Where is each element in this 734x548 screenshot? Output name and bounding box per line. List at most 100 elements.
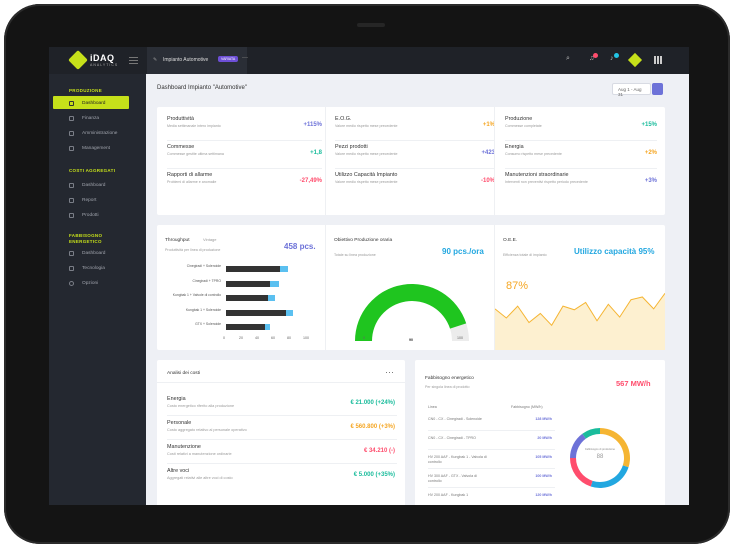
- wallet-icon: [69, 116, 74, 121]
- bar-label: Cinegiradi + TPRO: [192, 278, 222, 283]
- energy-value: 567 MW/h: [616, 379, 651, 388]
- bell-icon[interactable]: ♫: [589, 55, 595, 62]
- sidebar-item-dashboard[interactable]: Dashboard: [82, 101, 106, 106]
- notification-badge: [593, 53, 598, 58]
- apps-grid-icon[interactable]: [654, 56, 662, 64]
- kpi-sub: Consumo rispetto mese precedente: [505, 152, 562, 156]
- chat-icon[interactable]: ♪: [610, 55, 614, 62]
- calendar-button[interactable]: [652, 83, 663, 95]
- cost-value: € 560.800 (+3%): [350, 424, 395, 430]
- search-icon[interactable]: ⌕: [566, 55, 570, 62]
- camera: [357, 23, 385, 27]
- more-options-icon[interactable]: ···: [385, 367, 394, 377]
- energy-row-name: HV 300 AAF - GTX - Valvola di controllo: [428, 474, 477, 483]
- throughput-tag[interactable]: Vintage: [203, 237, 217, 242]
- kpi-value: +115%: [303, 122, 322, 128]
- sidebar-item-management[interactable]: Management: [82, 146, 110, 151]
- gauge-value: 90 pcs./ora: [442, 247, 484, 256]
- x-tick: 20: [239, 336, 243, 340]
- energy-row-value: 120 MW/h: [535, 493, 552, 497]
- energy-col1: Linea: [428, 405, 437, 409]
- donut-center: 88: [596, 454, 604, 460]
- report-icon: [69, 198, 74, 203]
- sidebar-item-finanza[interactable]: Finanza: [82, 116, 100, 121]
- kpi-value: +2%: [644, 150, 657, 156]
- sidebar-item-report[interactable]: Report: [82, 198, 97, 203]
- kpi-value: +1%: [482, 122, 495, 128]
- monitor-icon: [69, 101, 74, 106]
- kpi-sub: Valore medio rispetto mese precedente: [335, 180, 398, 184]
- oee-sub: Efficienza totale di impianto: [503, 253, 547, 257]
- gauge-fill: [355, 284, 467, 341]
- sidebar-item-tecnologia[interactable]: Tecnologia: [82, 266, 105, 271]
- energy-row-divider: [428, 487, 555, 488]
- kpi-value: +1,8: [310, 150, 322, 156]
- admin-icon: [69, 131, 74, 136]
- kpi-label: Utilizzo Capacità Impianto: [335, 172, 398, 178]
- throughput-value: 458 pcs.: [284, 242, 316, 251]
- cost-divider: [167, 439, 397, 440]
- kpi-divider: [505, 168, 657, 169]
- donut-slice: [570, 433, 586, 458]
- menu-icon[interactable]: [129, 57, 138, 64]
- kpi-divider: [167, 168, 322, 169]
- gear-icon: [69, 281, 74, 286]
- bar-series-2: [280, 266, 288, 272]
- kpi-label: Produzione: [505, 116, 533, 122]
- energy-row-divider: [428, 449, 555, 450]
- date-range-picker[interactable]: Aug 1 - Aug 31: [612, 83, 651, 97]
- energy-title: Fabbisogno energetico: [425, 376, 474, 381]
- kpi-sub: Media settimanale intero impianto: [167, 124, 221, 128]
- throughput-sub: Produttività per linea di produzione: [165, 248, 221, 252]
- kpi-label: Pezzi prodotti: [335, 144, 368, 150]
- sidebar-section-fabbisogno: FABBISOGNO ENERGETICO: [69, 233, 103, 244]
- kpi-sub: Valore medio rispetto mese precedente: [335, 124, 398, 128]
- x-tick: 100: [303, 336, 309, 340]
- sidebar-item-amministrazione[interactable]: Amministrazione: [82, 131, 118, 136]
- tab-label: Impianto Automotive: [163, 57, 209, 63]
- bar-series-1: [226, 266, 281, 272]
- gauge-max: 100: [457, 336, 463, 340]
- sidebar-item-opzioni[interactable]: Opzioni: [82, 281, 99, 286]
- tech-icon: [69, 266, 74, 271]
- bar-series-1: [226, 309, 286, 316]
- cost-value: € 34.210 (-): [363, 448, 395, 454]
- kpi-value: +423: [481, 150, 495, 156]
- sidebar-item-dashboard-costi[interactable]: Dashboard: [82, 183, 106, 188]
- energy-row-value: 128 MW/h: [535, 417, 552, 421]
- sidebar-item-prodotti[interactable]: Prodotti: [82, 213, 99, 218]
- donut-slice: [570, 458, 593, 487]
- tab-close-icon[interactable]: —: [242, 55, 248, 61]
- donut-slice: [590, 465, 629, 488]
- bar-label: Cinegiradi + Solenoide: [186, 264, 221, 268]
- cost-sub: Costo energetico riferito alla produzion…: [167, 404, 235, 408]
- cost-divider: [167, 463, 397, 464]
- throughput-title: Throughput: [165, 238, 190, 243]
- page-title: Dashboard Impianto "Automotive": [157, 85, 247, 91]
- donut-slice: [600, 428, 630, 468]
- cost-sub: Costi relativi a manutenzione ordinarie: [167, 452, 232, 456]
- bar-label: Kungbak 1 + Valvole di controllo: [172, 293, 221, 297]
- energy-row-name: HV 200 AAF - Kungbak 1 - Valvola di cont…: [428, 455, 487, 464]
- kpi-divider: [167, 140, 322, 141]
- management-icon: [69, 146, 74, 151]
- message-badge: [614, 53, 619, 58]
- energy-donut-chart: [570, 428, 630, 488]
- monitor-icon: [69, 251, 74, 256]
- x-tick: 80: [287, 336, 291, 340]
- kpi-value: -10%: [480, 178, 495, 184]
- brand-sub: ANALYTICS: [90, 63, 119, 67]
- gauge-sub: Totale su linea produzione: [334, 253, 376, 257]
- kpi-card: [157, 107, 665, 215]
- oee-area: [495, 293, 665, 350]
- kpi-value: +15%: [641, 122, 657, 128]
- kpi-divider: [505, 140, 657, 141]
- energy-card: [415, 360, 665, 505]
- sidebar-item-dashboard-energia[interactable]: Dashboard: [82, 251, 106, 256]
- main-content: Dashboard Impianto "Automotive" Aug 1 - …: [147, 74, 689, 505]
- app-screen: iDAQ ANALYTICS ✎ Impianto Automotive VAR…: [49, 47, 689, 505]
- cost-sub: Costo aggregato relativo al personale op…: [167, 428, 247, 432]
- costs-title: Analisi dei costi: [167, 371, 201, 376]
- bar-series-2: [270, 280, 279, 287]
- cost-label: Energia: [167, 396, 186, 402]
